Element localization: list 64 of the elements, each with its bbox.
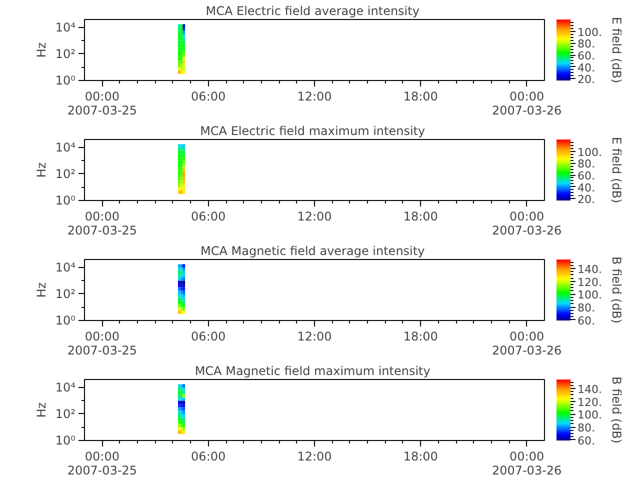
- color-bar-label: 100.: [578, 146, 602, 159]
- color-bar-label: 120.: [578, 396, 602, 409]
- y-axis-title: Hz: [34, 162, 48, 178]
- y-tick-label: 10⁰: [55, 194, 76, 208]
- y-tick-label: 10²: [55, 46, 76, 61]
- x-tick-label: 18:00: [403, 210, 438, 224]
- x-tick-label: 00:00 2007-03-26: [492, 330, 562, 358]
- color-bar-label: 40.: [578, 61, 595, 74]
- x-tick-label: 18:00: [403, 330, 438, 344]
- color-bar-label: 100.: [578, 26, 602, 39]
- x-tick-label: 12:00: [297, 450, 332, 464]
- y-tick-label: 10²: [55, 166, 76, 181]
- color-bar-label: 140.: [578, 382, 602, 396]
- x-tick-label: 06:00: [191, 330, 226, 344]
- y-axis-title: Hz: [34, 42, 48, 58]
- x-tick-label: 12:00: [297, 330, 332, 344]
- color-bar-label: 140.: [578, 262, 602, 276]
- y-tick-label: 10⁰: [55, 434, 76, 448]
- color-bar-label: 60.: [578, 434, 595, 448]
- y-tick-label: 10²: [55, 406, 76, 421]
- color-bar-label: 20.: [578, 73, 595, 86]
- y-axis-title: Hz: [34, 282, 48, 298]
- color-bar-title: E field (dB): [610, 16, 624, 84]
- color-bar-title: E field (dB): [610, 136, 624, 204]
- chart-title: MCA Magnetic field average intensity: [200, 244, 425, 258]
- color-bar-label: 80.: [578, 38, 595, 51]
- x-tick-label: 12:00: [297, 210, 332, 224]
- y-tick-label: 10⁴: [55, 20, 76, 34]
- color-bar-title: B field (dB): [610, 376, 624, 444]
- x-tick-label: 00:00 2007-03-26: [492, 210, 562, 238]
- x-tick-label: 18:00: [403, 90, 438, 104]
- y-tick-label: 10⁴: [55, 260, 76, 274]
- color-bar-label: 80.: [578, 302, 595, 315]
- color-bar-label: 120.: [578, 276, 602, 289]
- color-bar-label: 80.: [578, 158, 595, 171]
- chart-title: MCA Magnetic field maximum intensity: [194, 364, 430, 378]
- chart-title: MCA Electric field average intensity: [206, 4, 420, 18]
- chart-title: MCA Electric field maximum intensity: [200, 124, 426, 138]
- color-bar-label: 60.: [578, 314, 595, 328]
- x-tick-label: 00:00 2007-03-25: [67, 450, 138, 478]
- color-bar-label: 80.: [578, 422, 595, 435]
- color-bar-label: 100.: [578, 408, 602, 422]
- x-tick-label: 06:00: [191, 90, 226, 104]
- x-tick-label: 06:00: [191, 450, 226, 464]
- x-tick-label: 06:00: [191, 210, 226, 224]
- y-tick-label: 10²: [55, 286, 76, 301]
- color-bar-label: 100.: [578, 288, 602, 302]
- x-tick-label: 18:00: [403, 450, 438, 464]
- color-bar-label: 60.: [578, 50, 595, 63]
- x-tick-label: 00:00 2007-03-25: [67, 330, 138, 358]
- y-axis-title: Hz: [34, 402, 48, 418]
- y-tick-label: 10⁴: [55, 380, 76, 394]
- color-bar-label: 20.: [578, 193, 595, 206]
- color-bar-label: 60.: [578, 170, 595, 183]
- color-bar-title: B field (dB): [610, 256, 624, 324]
- y-tick-label: 10⁰: [55, 314, 76, 328]
- x-tick-label: 12:00: [297, 90, 332, 104]
- x-tick-label: 00:00 2007-03-26: [492, 450, 562, 478]
- y-tick-label: 10⁰: [55, 74, 76, 88]
- color-bar-label: 40.: [578, 181, 595, 194]
- x-tick-label: 00:00 2007-03-26: [492, 90, 562, 118]
- x-tick-label: 00:00 2007-03-25: [67, 90, 138, 118]
- x-tick-label: 00:00 2007-03-25: [67, 210, 138, 238]
- y-tick-label: 10⁴: [55, 140, 76, 154]
